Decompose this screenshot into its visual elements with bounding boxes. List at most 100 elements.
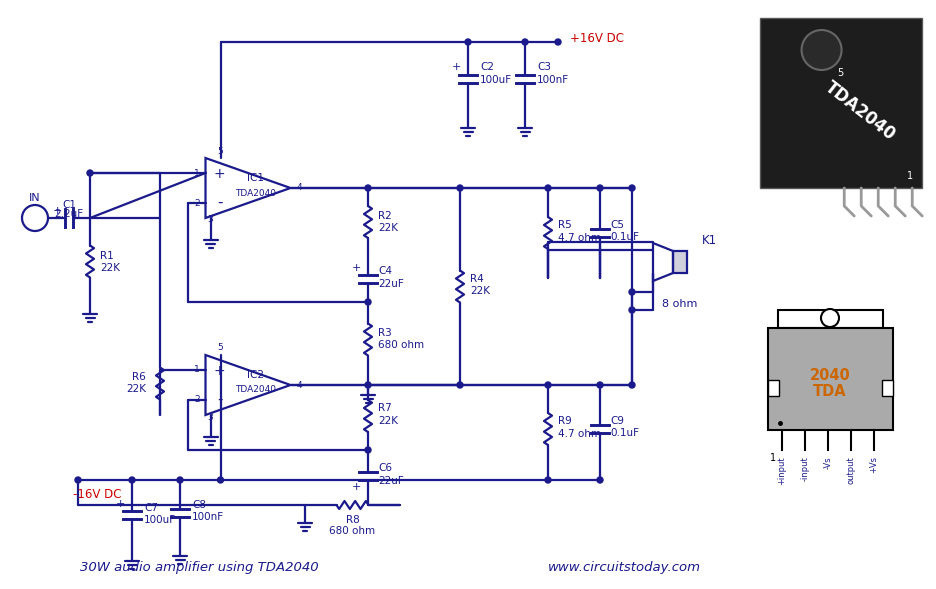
Text: 4: 4: [297, 380, 302, 389]
Circle shape: [629, 382, 635, 388]
Circle shape: [177, 477, 183, 483]
Text: 8 ohm: 8 ohm: [663, 299, 697, 309]
Text: TDA2040: TDA2040: [822, 78, 899, 144]
Text: -input: -input: [800, 456, 810, 481]
Text: 2.2uF: 2.2uF: [54, 209, 83, 219]
Circle shape: [597, 382, 603, 388]
Text: 0.1uF: 0.1uF: [610, 232, 639, 242]
Text: 2: 2: [194, 395, 199, 405]
Text: 4: 4: [297, 184, 302, 193]
Text: 4.7 ohm: 4.7 ohm: [558, 429, 601, 439]
Text: C7: C7: [144, 503, 158, 513]
Text: C3: C3: [537, 62, 551, 72]
Circle shape: [75, 477, 81, 483]
Circle shape: [217, 477, 224, 483]
Bar: [768, 380, 779, 396]
Text: 100uF: 100uF: [144, 515, 176, 525]
Circle shape: [545, 185, 551, 191]
Text: 22K: 22K: [100, 263, 120, 273]
Circle shape: [457, 185, 463, 191]
Text: 22K: 22K: [470, 286, 490, 296]
Text: 680 ohm: 680 ohm: [378, 339, 424, 349]
Circle shape: [522, 39, 528, 45]
Bar: [673, 251, 687, 273]
Text: R2: R2: [378, 211, 392, 221]
Text: 100uF: 100uF: [480, 75, 512, 85]
Text: -Vs: -Vs: [824, 456, 832, 469]
Text: C1: C1: [62, 200, 76, 210]
Text: TDA2040: TDA2040: [236, 385, 276, 395]
Circle shape: [801, 30, 841, 70]
Text: 5: 5: [218, 147, 224, 155]
Text: R6: R6: [132, 372, 146, 382]
Text: 5: 5: [837, 68, 843, 78]
Polygon shape: [778, 310, 883, 328]
Bar: [768, 328, 893, 430]
Text: +: +: [351, 482, 360, 492]
Text: C5: C5: [610, 220, 624, 230]
Text: +Vs: +Vs: [870, 456, 879, 473]
Text: 100nF: 100nF: [537, 75, 569, 85]
Text: 22uF: 22uF: [378, 279, 403, 289]
Text: +: +: [213, 167, 226, 181]
Circle shape: [365, 299, 371, 305]
Text: R1: R1: [100, 251, 114, 261]
Circle shape: [465, 39, 471, 45]
Text: +: +: [52, 206, 62, 216]
Text: +16V DC: +16V DC: [570, 32, 624, 45]
Text: 2: 2: [194, 198, 199, 207]
Text: K1: K1: [702, 233, 717, 247]
Text: -: -: [217, 392, 222, 406]
Text: C6: C6: [378, 463, 392, 473]
Text: C8: C8: [192, 500, 206, 510]
Text: C2: C2: [480, 62, 494, 72]
Text: 0.1uF: 0.1uF: [610, 428, 639, 438]
Text: +: +: [115, 499, 124, 509]
Text: 1: 1: [907, 171, 913, 181]
Circle shape: [365, 185, 371, 191]
Circle shape: [629, 289, 635, 295]
Text: TDA: TDA: [813, 385, 847, 399]
Text: 3: 3: [208, 216, 213, 224]
Text: C9: C9: [610, 416, 624, 426]
Bar: [760, 18, 922, 188]
Text: +: +: [213, 364, 226, 378]
Circle shape: [597, 185, 603, 191]
Text: IN: IN: [29, 193, 41, 203]
Text: +: +: [451, 62, 461, 72]
Text: R4: R4: [470, 273, 484, 283]
Circle shape: [555, 39, 561, 45]
Text: 22K: 22K: [378, 416, 398, 426]
Text: C4: C4: [378, 266, 392, 276]
Circle shape: [821, 309, 839, 327]
Text: 22K: 22K: [378, 223, 398, 233]
Circle shape: [545, 382, 551, 388]
Text: 1: 1: [770, 453, 776, 463]
Text: 22K: 22K: [126, 383, 146, 393]
Bar: [882, 380, 893, 396]
Circle shape: [597, 477, 603, 483]
Text: 1: 1: [194, 366, 199, 375]
Circle shape: [545, 477, 551, 483]
Text: IC1: IC1: [247, 173, 265, 183]
Text: IC2: IC2: [247, 370, 265, 380]
Circle shape: [457, 382, 463, 388]
Text: TDA2040: TDA2040: [236, 188, 276, 197]
Text: R7: R7: [378, 403, 392, 413]
Text: 680 ohm: 680 ohm: [329, 526, 375, 536]
Circle shape: [129, 477, 135, 483]
Text: -16V DC: -16V DC: [73, 488, 122, 501]
Text: -: -: [217, 194, 222, 210]
Circle shape: [87, 170, 93, 176]
Text: output: output: [846, 456, 856, 484]
Text: R9: R9: [558, 416, 572, 426]
Text: 100nF: 100nF: [192, 512, 224, 522]
Text: R5: R5: [558, 220, 572, 230]
Circle shape: [365, 382, 371, 388]
Text: R3: R3: [378, 327, 392, 337]
Circle shape: [629, 307, 635, 313]
Text: 1: 1: [194, 168, 199, 177]
Text: 2040: 2040: [810, 369, 851, 383]
Text: 4.7 ohm: 4.7 ohm: [558, 233, 601, 243]
Text: 3: 3: [208, 412, 213, 422]
